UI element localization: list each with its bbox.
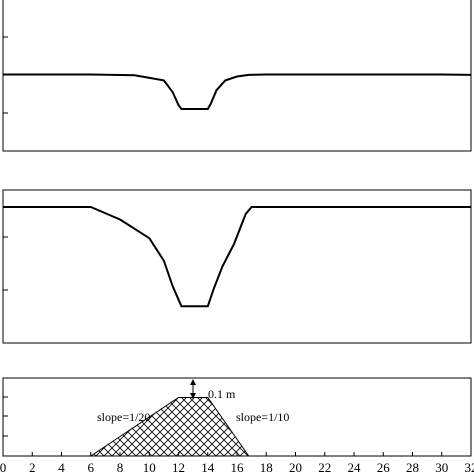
x-tick-label: 6 — [88, 460, 95, 475]
submerged-bar-hatched — [89, 397, 250, 457]
panel-top — [2, 0, 472, 152]
panel-middle — [2, 189, 472, 344]
x-tick-label: 28 — [406, 460, 419, 475]
annotation-depth: 0.1 m — [208, 387, 236, 401]
panel-middle-frame — [2, 189, 472, 344]
x-tick-label: 4 — [58, 460, 65, 475]
x-tick-label: 30 — [435, 460, 448, 475]
x-tick-label: 22 — [318, 460, 331, 475]
panel-bottom: 02468101214161820222426283032 0.1 m slop… — [0, 377, 474, 475]
x-tick-label: 32 — [465, 460, 474, 475]
annotation-slope-left: slope=1/20 — [97, 410, 150, 424]
series-line-top — [3, 73, 472, 110]
x-tick-label: 14 — [201, 460, 215, 475]
x-tick-label: 12 — [172, 460, 185, 475]
x-tick-label: 0 — [0, 460, 6, 475]
x-tick-label: 26 — [377, 460, 391, 475]
x-tick-label: 20 — [289, 460, 302, 475]
x-tick-label: 16 — [231, 460, 245, 475]
x-tick-label: 24 — [348, 460, 362, 475]
x-tick-label: 8 — [117, 460, 124, 475]
x-tick-label: 2 — [29, 460, 36, 475]
x-tick-label: 18 — [260, 460, 273, 475]
series-line-middle — [3, 206, 471, 308]
annotation-slope-right: slope=1/10 — [236, 410, 289, 424]
depth-arrow — [190, 379, 196, 399]
x-tick-label: 10 — [143, 460, 156, 475]
x-axis-ticks: 02468101214161820222426283032 — [0, 452, 474, 475]
